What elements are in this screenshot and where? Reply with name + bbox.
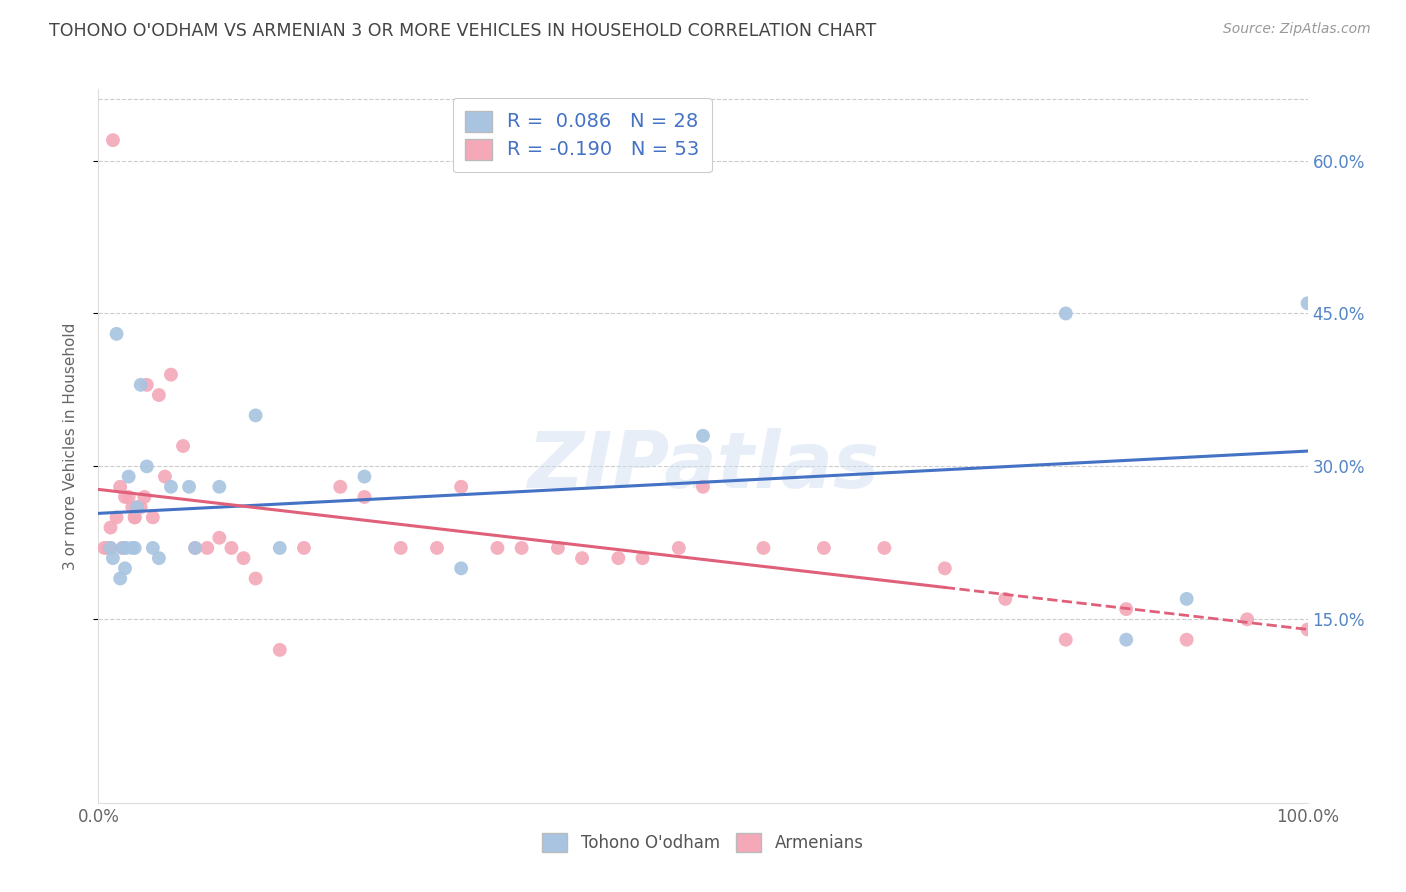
Text: Source: ZipAtlas.com: Source: ZipAtlas.com bbox=[1223, 22, 1371, 37]
Text: ZIPatlas: ZIPatlas bbox=[527, 428, 879, 504]
Point bbox=[353, 490, 375, 504]
Point bbox=[124, 510, 146, 524]
Point bbox=[1296, 296, 1319, 310]
Point bbox=[994, 591, 1017, 606]
Point bbox=[127, 500, 149, 515]
Point bbox=[1175, 632, 1198, 647]
Point bbox=[153, 469, 176, 483]
Y-axis label: 3 or more Vehicles in Household: 3 or more Vehicles in Household bbox=[63, 322, 77, 570]
Point bbox=[245, 572, 267, 586]
Point bbox=[100, 541, 122, 555]
Point bbox=[129, 500, 152, 515]
Point bbox=[93, 541, 115, 555]
Point bbox=[1054, 632, 1077, 647]
Point bbox=[114, 490, 136, 504]
Text: TOHONO O'ODHAM VS ARMENIAN 3 OR MORE VEHICLES IN HOUSEHOLD CORRELATION CHART: TOHONO O'ODHAM VS ARMENIAN 3 OR MORE VEH… bbox=[49, 22, 876, 40]
Point bbox=[510, 541, 533, 555]
Point bbox=[450, 480, 472, 494]
Point bbox=[1115, 602, 1137, 616]
Point bbox=[353, 469, 375, 483]
Point bbox=[208, 480, 231, 494]
Point bbox=[111, 541, 134, 555]
Point bbox=[607, 551, 630, 566]
Point bbox=[1175, 591, 1198, 606]
Point bbox=[389, 541, 412, 555]
Point bbox=[121, 541, 143, 555]
Point bbox=[329, 480, 352, 494]
Point bbox=[813, 541, 835, 555]
Point bbox=[692, 429, 714, 443]
Point bbox=[450, 561, 472, 575]
Point bbox=[1236, 612, 1258, 626]
Point bbox=[873, 541, 896, 555]
Point bbox=[111, 541, 134, 555]
Point bbox=[692, 480, 714, 494]
Point bbox=[135, 377, 157, 392]
Point bbox=[127, 500, 149, 515]
Point bbox=[101, 551, 124, 566]
Point bbox=[195, 541, 218, 555]
Point bbox=[118, 469, 141, 483]
Point bbox=[135, 459, 157, 474]
Point bbox=[129, 377, 152, 392]
Point bbox=[184, 541, 207, 555]
Point bbox=[221, 541, 243, 555]
Point bbox=[105, 326, 128, 341]
Point bbox=[108, 572, 131, 586]
Point bbox=[547, 541, 569, 555]
Point bbox=[1054, 306, 1077, 320]
Point bbox=[934, 561, 956, 575]
Point bbox=[232, 551, 254, 566]
Point bbox=[105, 510, 128, 524]
Point bbox=[148, 388, 170, 402]
Point bbox=[108, 480, 131, 494]
Point bbox=[208, 531, 231, 545]
Point bbox=[134, 490, 156, 504]
Point bbox=[160, 368, 183, 382]
Point bbox=[142, 541, 165, 555]
Point bbox=[1296, 623, 1319, 637]
Point bbox=[114, 561, 136, 575]
Point bbox=[97, 541, 120, 555]
Point bbox=[184, 541, 207, 555]
Point bbox=[245, 409, 267, 423]
Point bbox=[292, 541, 315, 555]
Point bbox=[172, 439, 194, 453]
Point bbox=[148, 551, 170, 566]
Point bbox=[752, 541, 775, 555]
Point bbox=[118, 490, 141, 504]
Point bbox=[486, 541, 509, 555]
Point bbox=[179, 480, 201, 494]
Legend: Tohono O'odham, Armenians: Tohono O'odham, Armenians bbox=[536, 826, 870, 859]
Point bbox=[124, 510, 146, 524]
Point bbox=[426, 541, 449, 555]
Point bbox=[124, 541, 146, 555]
Point bbox=[269, 643, 291, 657]
Point bbox=[631, 551, 654, 566]
Point bbox=[115, 541, 138, 555]
Point bbox=[142, 510, 165, 524]
Point bbox=[100, 541, 122, 555]
Point bbox=[101, 133, 124, 147]
Point bbox=[1115, 632, 1137, 647]
Point bbox=[269, 541, 291, 555]
Point bbox=[668, 541, 690, 555]
Point bbox=[160, 480, 183, 494]
Point bbox=[100, 520, 122, 534]
Point bbox=[121, 500, 143, 515]
Point bbox=[571, 551, 593, 566]
